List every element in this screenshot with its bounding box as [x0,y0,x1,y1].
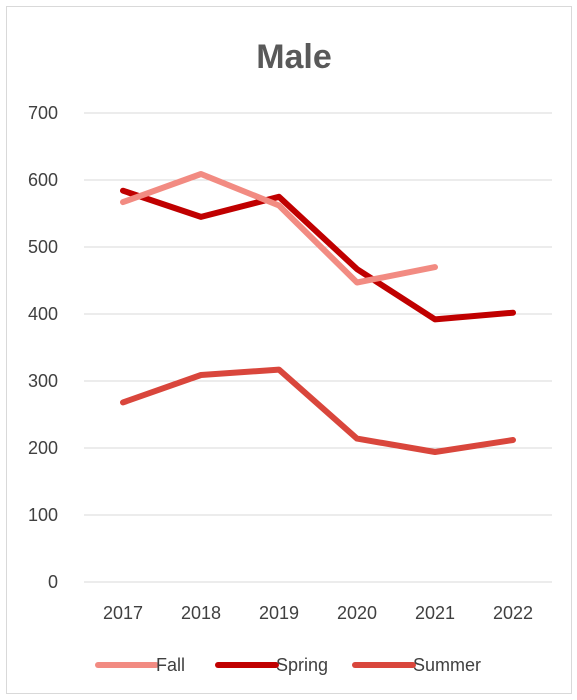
legend: Fall Spring Summer [95,655,481,675]
y-tick-label: 0 [48,572,58,592]
series-line-spring [120,187,516,323]
x-tick-label: 2022 [493,603,533,623]
y-tick-label: 600 [28,170,58,190]
series-line-summer [120,366,516,455]
y-tick-label: 700 [28,103,58,123]
series-line-fall [120,171,438,286]
legend-label-fall: Fall [156,655,185,675]
chart-frame [6,6,572,694]
series-lines [120,171,516,455]
x-tick-label: 2019 [259,603,299,623]
legend-label-spring: Spring [276,655,328,675]
chart-title: Male [256,38,332,76]
y-tick-label: 200 [28,438,58,458]
y-tick-label: 300 [28,371,58,391]
y-tick-label: 500 [28,237,58,257]
legend-label-summer: Summer [413,655,481,675]
y-tick-label: 400 [28,304,58,324]
gridlines [84,112,552,583]
y-axis-ticks: 0 100 200 300 400 500 600 700 [28,103,58,592]
x-tick-label: 2017 [103,603,143,623]
x-tick-label: 2020 [337,603,377,623]
y-tick-label: 100 [28,505,58,525]
x-axis-ticks: 2017 2018 2019 2020 2021 2022 [103,603,533,623]
x-tick-label: 2018 [181,603,221,623]
x-tick-label: 2021 [415,603,455,623]
